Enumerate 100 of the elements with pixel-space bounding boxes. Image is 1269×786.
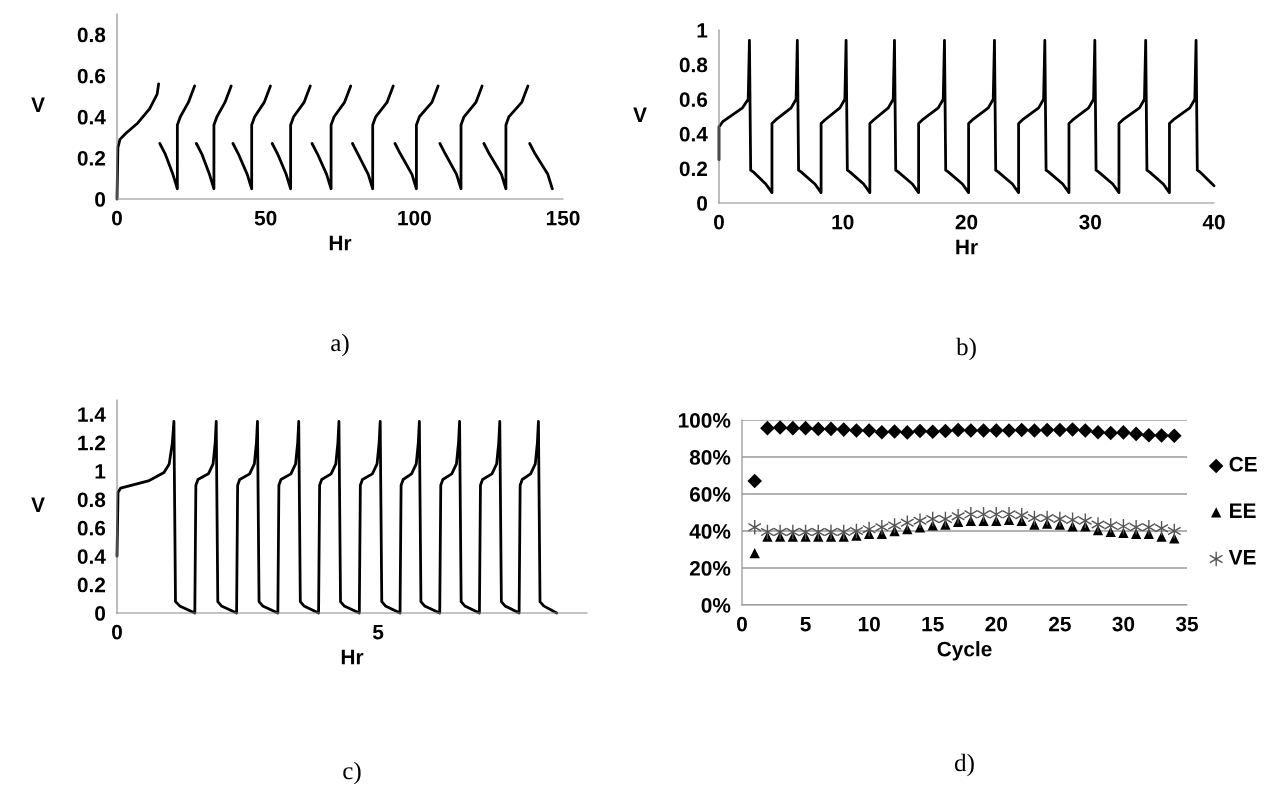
point bbox=[823, 523, 839, 540]
point bbox=[976, 506, 991, 523]
point bbox=[1001, 423, 1017, 438]
point bbox=[1154, 520, 1169, 537]
point bbox=[798, 523, 813, 540]
point bbox=[760, 420, 775, 436]
legend-label: VE bbox=[1228, 550, 1256, 565]
point bbox=[785, 523, 800, 540]
point bbox=[773, 523, 788, 540]
point bbox=[1078, 512, 1093, 529]
text: a) bbox=[331, 333, 349, 357]
y-tick-label: 100% bbox=[678, 413, 731, 428]
y-tick-label: 0.6 bbox=[679, 92, 708, 107]
point bbox=[861, 423, 877, 438]
point bbox=[1052, 510, 1067, 527]
y-tick-label: 0.2 bbox=[77, 150, 106, 166]
point bbox=[976, 423, 991, 438]
point bbox=[1128, 426, 1144, 442]
point bbox=[1169, 533, 1180, 544]
point bbox=[1103, 517, 1118, 534]
y-tick-label: 0.8 bbox=[679, 57, 708, 73]
point bbox=[1014, 507, 1029, 524]
x-tick-label: 0 bbox=[737, 616, 747, 632]
y-tick-label: 0.4 bbox=[77, 109, 106, 125]
point bbox=[1167, 523, 1182, 539]
y-tick-label: 0 bbox=[95, 192, 106, 207]
point bbox=[1078, 423, 1093, 438]
point bbox=[849, 423, 864, 438]
point bbox=[1103, 425, 1118, 441]
x-axis-title: Hr bbox=[956, 239, 978, 255]
x-axis-title: Hr bbox=[341, 649, 364, 665]
point bbox=[1065, 511, 1080, 528]
y-tick-label: 0.8 bbox=[77, 27, 106, 43]
point bbox=[874, 424, 890, 440]
point bbox=[760, 523, 775, 540]
point bbox=[1029, 519, 1040, 530]
point bbox=[1065, 422, 1080, 437]
point bbox=[1141, 519, 1156, 536]
x-tick-label: 10 bbox=[858, 616, 880, 632]
point bbox=[963, 506, 978, 523]
point bbox=[900, 514, 915, 531]
point bbox=[1141, 427, 1157, 443]
point bbox=[925, 424, 940, 440]
point bbox=[862, 521, 877, 538]
y-tick-label: 40% bbox=[689, 524, 731, 539]
y-tick-label: 80% bbox=[689, 450, 731, 465]
point bbox=[963, 423, 979, 438]
point bbox=[1154, 428, 1169, 443]
point bbox=[938, 423, 953, 439]
y-tick-label: 0.6 bbox=[77, 520, 106, 536]
point bbox=[1040, 510, 1055, 527]
point bbox=[1039, 422, 1055, 438]
y-tick-label: 60% bbox=[689, 487, 731, 502]
y-tick-label: 0 bbox=[95, 606, 106, 621]
legend-label: EE bbox=[1230, 503, 1256, 518]
point bbox=[1027, 423, 1042, 438]
y-tick-label: 20% bbox=[689, 561, 731, 576]
point bbox=[811, 523, 826, 540]
x-tick-label: 50 bbox=[254, 210, 277, 226]
y-axis-title: V bbox=[31, 97, 45, 112]
point bbox=[785, 420, 801, 436]
x-axis-title: Hr bbox=[329, 235, 352, 251]
x-tick-label: 20 bbox=[955, 214, 978, 230]
point bbox=[989, 506, 1004, 523]
point bbox=[887, 424, 902, 439]
x-tick-label: 0 bbox=[112, 624, 122, 640]
legend-label: CE bbox=[1229, 456, 1257, 472]
point bbox=[1090, 424, 1106, 440]
point bbox=[811, 421, 826, 437]
point bbox=[1052, 422, 1068, 438]
point bbox=[1067, 521, 1078, 532]
x-tick-label: 30 bbox=[1112, 616, 1135, 632]
x-tick-label: 20 bbox=[985, 616, 1008, 632]
point bbox=[925, 510, 940, 527]
y-tick-label: 0.6 bbox=[77, 68, 106, 84]
point bbox=[912, 512, 928, 529]
point bbox=[1156, 531, 1167, 542]
point bbox=[950, 422, 966, 438]
y-axis-title: V bbox=[31, 497, 45, 512]
y-tick-label: 1.2 bbox=[78, 435, 106, 451]
y-tick-label: 1 bbox=[95, 464, 106, 479]
point bbox=[938, 510, 953, 527]
x-tick-label: 150 bbox=[546, 210, 580, 226]
y-tick-label: 0.2 bbox=[77, 577, 106, 593]
point bbox=[912, 423, 928, 439]
y-tick-label: 0 bbox=[697, 196, 708, 211]
line-series bbox=[115, 419, 559, 615]
y-tick-label: 0.4 bbox=[77, 549, 106, 564]
x-tick-label: 100 bbox=[398, 210, 431, 226]
point bbox=[772, 420, 788, 435]
text: d) bbox=[954, 753, 974, 777]
y-axis-title: V bbox=[633, 107, 647, 122]
point bbox=[747, 519, 762, 536]
point bbox=[927, 520, 938, 531]
point bbox=[798, 420, 813, 436]
point bbox=[749, 548, 760, 559]
point bbox=[823, 421, 839, 437]
point bbox=[1116, 518, 1131, 535]
text: b) bbox=[956, 337, 976, 361]
y-tick-label: 1.4 bbox=[78, 407, 106, 422]
